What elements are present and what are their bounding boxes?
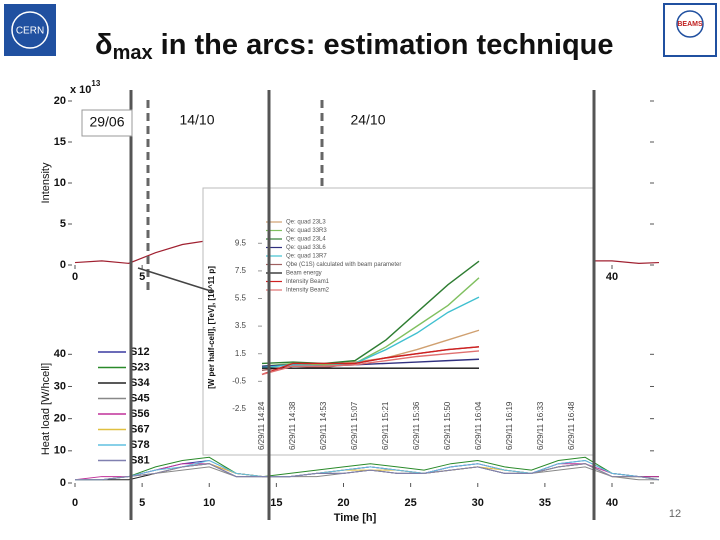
cern-logo-ring — [11, 11, 49, 49]
series-line — [261, 346, 480, 376]
x-tick-label: 6/29/11 14:24 — [257, 401, 266, 450]
y-tick-label: 7.5 — [235, 266, 247, 275]
x-tick-label: 30 — [472, 497, 484, 509]
series-line — [261, 350, 480, 376]
legend-label: S78 — [130, 439, 150, 451]
x-tick-label: 40 — [606, 271, 618, 283]
y-axis-label: Intensity — [40, 162, 52, 203]
series-line — [75, 463, 660, 481]
series-line — [261, 296, 480, 369]
y-tick-label: 10 — [54, 177, 66, 189]
x-tick-label: 40 — [606, 497, 618, 509]
x-tick-label: 6/29/11 15:36 — [412, 401, 421, 450]
legend-label: S45 — [130, 392, 150, 404]
legend-label: S56 — [130, 408, 150, 420]
legend-label: S12 — [130, 346, 150, 358]
x-tick-label: 6/29/11 16:48 — [567, 401, 576, 450]
legend-label: Intensity Beam2 — [286, 288, 330, 294]
slide-title: δmax in the arcs: estimation technique — [95, 29, 614, 65]
x-tick-label: 15 — [270, 497, 282, 509]
y-axis-label: Heat load [W/hcell] — [40, 363, 52, 455]
legend-label: Qe: quad 33L6 — [286, 245, 326, 251]
y-tick-label: 3.5 — [235, 321, 247, 330]
legend-label: S81 — [130, 454, 150, 466]
x-tick-label: 0 — [72, 497, 78, 509]
y-scale-exp: 13 — [91, 79, 100, 88]
y-tick-label: 0 — [60, 477, 66, 489]
y-tick-label: 20 — [54, 95, 66, 107]
y-tick-label: 30 — [54, 380, 66, 392]
beams-logo-ring — [676, 10, 704, 38]
legend-label: Qbe (C1S) calculated with beam parameter — [286, 262, 401, 268]
y-tick-label: 15 — [54, 136, 66, 148]
y-tick-label: 10 — [54, 445, 66, 457]
y-tick-label: -0.5 — [232, 376, 246, 385]
x-tick-label: 5 — [139, 271, 145, 283]
legend-label: Qe: quad 13R7 — [286, 254, 327, 260]
title-rest: in the arcs: estimation technique — [153, 29, 614, 61]
date-box — [81, 109, 133, 137]
chart: 6/29/11 14:24 6/29/11 14:38 6/29/11 14:53 6… — [202, 187, 594, 456]
beams-logo — [663, 3, 717, 57]
x-tick-label: 6/29/11 15:07 — [350, 401, 359, 450]
y-tick-label: 5 — [60, 218, 66, 230]
legend-label: S23 — [130, 361, 150, 373]
y-scale-base: x 10 — [70, 84, 91, 96]
legend-label: Qe: quad 33R3 — [286, 228, 327, 234]
overlay: 29/06 14/10 24/10 — [81, 90, 596, 520]
x-tick-label: 6/29/11 16:33 — [536, 401, 545, 450]
legend-label: Qe: quad 23L3 — [286, 220, 326, 226]
date-box — [165, 108, 229, 134]
x-tick-label: 6/29/11 16:19 — [505, 401, 514, 450]
beams-logo-text: BEAMS — [677, 21, 703, 28]
legend-label: Intensity Beam1 — [286, 279, 330, 285]
y-tick-label: 1.5 — [235, 349, 247, 358]
series-line — [75, 459, 660, 481]
date-label: 29/06 — [89, 114, 124, 130]
y-axis-label: [W per half-cell], [TeV], [10^11 p] — [207, 266, 216, 389]
y-tick-label: 40 — [54, 348, 66, 360]
title-sub: max — [113, 42, 153, 64]
legend-label: S67 — [130, 423, 150, 435]
charts: 0 5 10 15 20 25 30 35 40 0 5 10 15 20 Intensity x 1013 0… — [40, 79, 660, 524]
date-box — [336, 108, 400, 134]
legend-label: Qe: quad 23L4 — [286, 237, 326, 243]
x-tick-label: 35 — [539, 497, 551, 509]
page-number: 12 — [669, 508, 681, 520]
x-tick-label: 10 — [203, 497, 215, 509]
y-scale: x 1013 — [70, 79, 101, 96]
cern-logo-text: CERN — [16, 26, 44, 37]
x-tick-label: 6/29/11 16:04 — [474, 401, 483, 450]
pointer-arrow — [137, 267, 215, 293]
date-label: 24/10 — [350, 112, 385, 128]
date-label: 14/10 — [179, 112, 214, 128]
x-tick-label: 20 — [337, 497, 349, 509]
x-tick-label: 6/29/11 15:21 — [381, 401, 390, 450]
x-tick-label: 6/29/11 14:53 — [319, 401, 328, 450]
y-tick-label: 20 — [54, 413, 66, 425]
series-line — [75, 456, 659, 481]
x-tick-label: 25 — [405, 497, 417, 509]
y-tick-label: -2.5 — [232, 404, 246, 413]
x-tick-label: 6/29/11 15:50 — [443, 401, 452, 450]
legend-label: Beam energy — [286, 271, 322, 277]
x-tick-label: 6/29/11 14:38 — [288, 401, 297, 450]
x-tick-label: 0 — [72, 271, 78, 283]
legend-label: S34 — [130, 377, 150, 389]
y-tick-label: 0 — [60, 259, 66, 271]
y-tick-label: 9.5 — [235, 238, 247, 247]
x-tick-label: 5 — [139, 497, 145, 509]
x-axis-label: Time [h] — [334, 512, 377, 524]
title-symbol: δ — [95, 29, 113, 61]
y-tick-label: 5.5 — [235, 294, 247, 303]
series-line — [261, 260, 480, 365]
